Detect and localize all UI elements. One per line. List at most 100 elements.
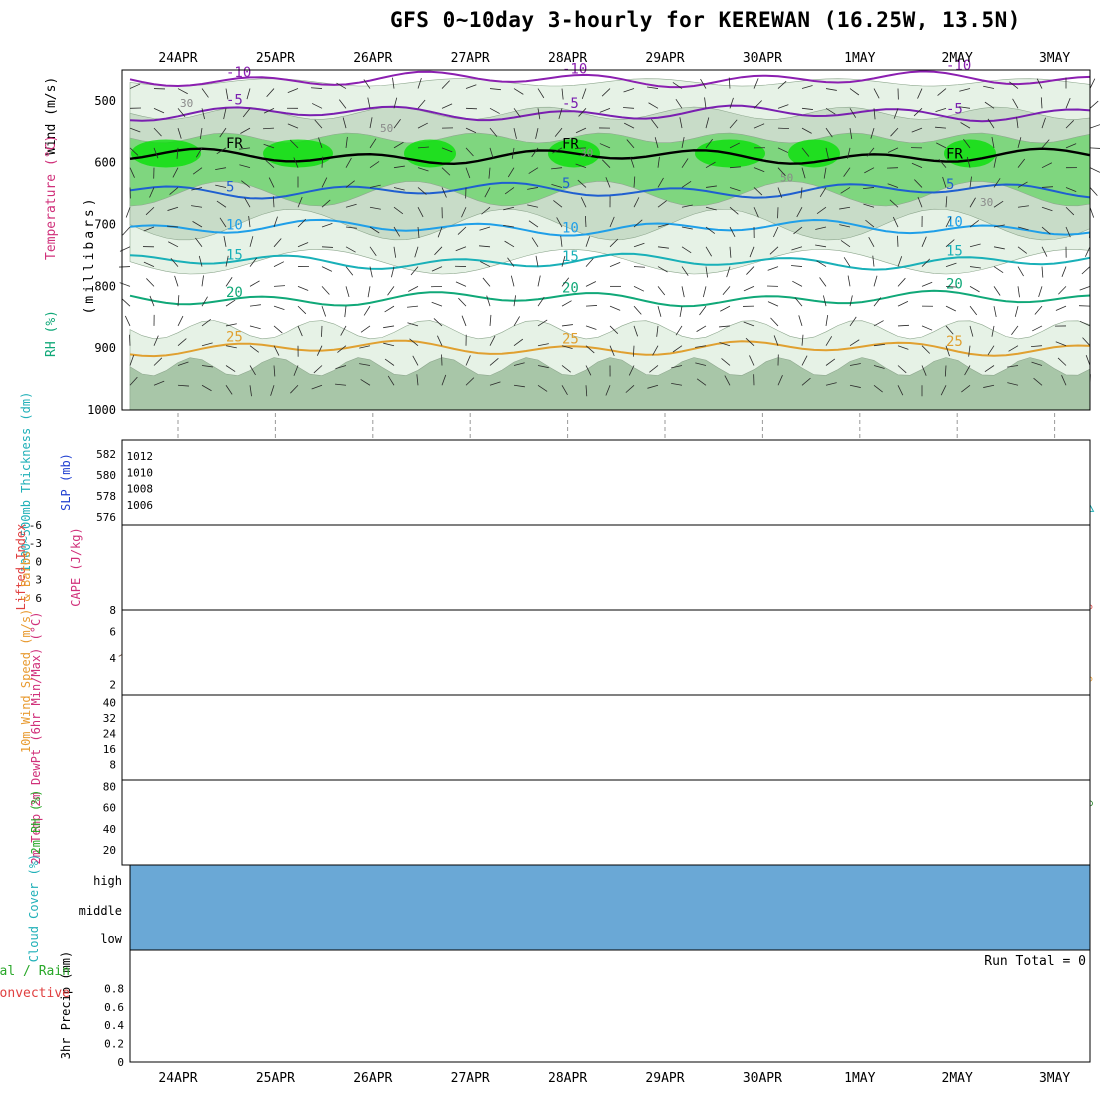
wind-barb-600 [1017,246,1028,254]
precip-ytick-3: 0.6 [104,1001,124,1014]
wind-barb-10 [119,282,131,287]
wind-barb-553 [945,262,957,267]
wind-barb-444 [770,317,779,327]
wind-barb-128 [310,87,323,89]
wind-barb-150 [345,203,357,208]
wind-barb-445 [773,335,779,346]
wind-barb-385 [704,97,707,109]
slp-frame [121,439,1091,526]
wind-barb-30 [153,357,163,366]
wind-barb-139 [321,306,327,317]
slp-ytick-left-2: 580 [96,469,116,482]
wind-barb-36 [172,167,179,178]
wind-barb-404 [729,166,741,169]
wind-barb-213 [441,187,447,198]
wind-barb-185 [391,266,395,278]
wind-barb-389 [705,185,717,188]
wind-barb-511 [873,384,883,393]
wind-barb-402 [729,119,738,129]
wind-barb-559 [940,385,947,396]
wind-barb-295 [556,217,563,228]
wind-barb-331 [609,305,621,311]
wind-barb-619 [1034,305,1043,315]
upper-ytick-5: 1000 [87,403,116,417]
wind-barb-239 [465,377,475,386]
wind-barb-87 [248,216,251,228]
wind-barb-354 [651,119,659,129]
wind-barb-536 [921,236,927,247]
wind-barb-35 [176,147,179,159]
wind-barb-457 [791,265,803,267]
isotherm-label-4-0: 10 [226,218,243,234]
upper-ytick-1: 600 [94,156,116,170]
wind-barb-41 [170,257,179,267]
wind-barb-387 [705,138,713,149]
slp-ytick-right-0: 1006 [127,499,154,512]
precip-ylabel: 3hr Precip (mm) [59,951,73,1059]
wind-barb-50 [199,128,203,140]
wind-barb-153 [345,266,354,276]
wind-barb-181 [393,187,405,191]
wind-barb-371 [681,137,685,148]
wind-barb-219 [431,301,443,307]
isotherm-label-3-1: 5 [562,176,570,192]
isotherm-label-2-0: FR [226,136,243,152]
wind-barb-436 [777,167,786,177]
wind-barb-130 [314,119,323,129]
wind-barb-635 [1055,305,1067,311]
wind-barb-529 [913,108,923,117]
wind-barb-293 [551,184,563,188]
wind-barb-158 [335,365,347,369]
wind-barb-216 [434,246,443,256]
wind-barb-21 [149,187,155,198]
wind-barb-483 [847,147,851,159]
wind-barb-151 [345,226,357,229]
temp-frame [121,694,1091,781]
wind-barb-277 [527,187,539,190]
wind-barb-378 [681,286,685,298]
isotherm-7 [129,339,1091,358]
wind-barb-303 [561,385,568,395]
wind-barb-42 [174,275,179,287]
wind-barb-489 [843,257,851,267]
wind-barb-73 [225,255,229,267]
wind-barb-246 [481,206,491,215]
wind-barb-530 [911,127,923,133]
wind-barb-46 [177,361,189,366]
wind-barb-323 [599,143,611,149]
wind-barb-626 [1065,120,1075,129]
wind-barb-192 [417,77,422,89]
wind-barb-105 [273,261,285,267]
wind-barb-597 [1017,181,1028,188]
wind-barb-560 [959,88,971,92]
wind-barb-278 [527,204,539,208]
wind-barb-133 [321,177,328,188]
wind-barb-137 [321,266,333,272]
wind-barb-108 [273,325,283,334]
date-label-bottom-4: 28APR [548,1071,587,1086]
wind-barb-477 [825,336,833,346]
date-label-bottom-2: 26APR [353,1071,392,1086]
wind-barb-607 [1007,382,1019,386]
wind-barb-604 [1011,325,1019,335]
upper-frame [121,69,1091,411]
wind-barb-388 [705,161,716,169]
wind-barb-540 [921,325,933,331]
date-label-bottom-7: 1MAY [844,1071,875,1086]
date-label-bottom-5: 29APR [645,1071,684,1086]
wind-barb-415 [724,375,731,386]
slp-ylabel: SLP (mb) [59,453,73,511]
rh-value-label-4: 30 [980,196,993,209]
isotherm-label-1-1: -5 [562,96,579,112]
wind-barb-467 [825,147,829,159]
wind-barb-499 [866,147,875,157]
wind-barb-440 [769,246,779,255]
wind-barb-510 [873,365,885,369]
wind-barb-67 [216,147,227,155]
isotherm-label-6-0: 20 [226,285,243,301]
wind-barb-76 [225,323,237,327]
wind-barb-52 [192,167,203,175]
thickness-ylabel: 1000~500mb Thickness (dm) [19,392,33,573]
wind-barb-280 [531,237,539,248]
isotherm-2 [129,147,1091,166]
